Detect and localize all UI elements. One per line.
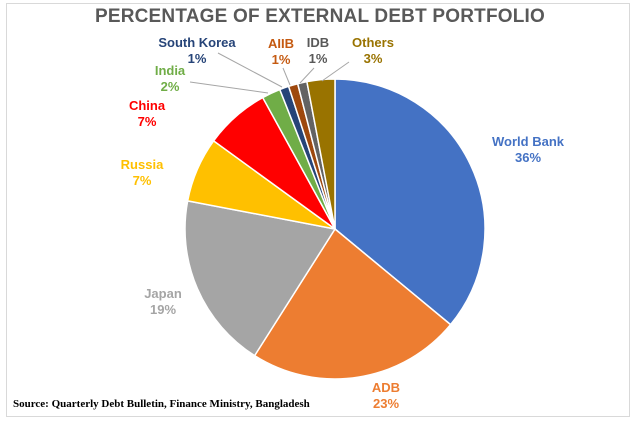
slice-japan — [184, 200, 337, 357]
slice-labels: World Bank36%ADB23%Japan19%Russia7%China… — [121, 35, 565, 411]
label-name-idb: IDB — [307, 35, 329, 50]
label-pct-world-bank: 36% — [515, 150, 541, 165]
leader-line-aiib — [282, 67, 291, 86]
slice-adb — [253, 227, 452, 380]
label-name-japan: Japan — [144, 286, 182, 301]
label-name-others: Others — [352, 35, 394, 50]
label-name-aiib: AIIB — [268, 36, 294, 51]
label-pct-idb: 1% — [309, 51, 328, 66]
label-name-china: China — [129, 98, 166, 113]
leader-lines — [189, 52, 350, 94]
leader-line-india — [189, 81, 269, 94]
label-name-russia: Russia — [121, 157, 164, 172]
pie-slices — [184, 78, 486, 380]
chart-title: PERCENTAGE OF EXTERNAL DEBT PORTFOLIO — [94, 6, 546, 27]
label-pct-russia: 7% — [133, 173, 152, 188]
label-name-world-bank: World Bank — [492, 134, 565, 149]
label-pct-adb: 23% — [373, 396, 399, 411]
label-pct-india: 2% — [161, 79, 180, 94]
label-pct-south-korea: 1% — [188, 51, 207, 66]
label-name-adb: ADB — [372, 380, 400, 395]
label-pct-others: 3% — [364, 51, 383, 66]
leader-line-south-korea — [217, 52, 283, 88]
slice-others — [306, 78, 336, 230]
leader-line-others — [321, 61, 350, 82]
label-name-india: India — [155, 63, 186, 78]
label-name-south-korea: South Korea — [158, 35, 236, 50]
label-pct-aiib: 1% — [272, 52, 291, 67]
slice-world-bank — [334, 78, 486, 326]
label-pct-japan: 19% — [150, 302, 176, 317]
source-note: Source: Quarterly Debt Bulletin, Finance… — [13, 398, 310, 410]
label-pct-china: 7% — [138, 114, 157, 129]
leader-line-idb — [299, 67, 315, 84]
